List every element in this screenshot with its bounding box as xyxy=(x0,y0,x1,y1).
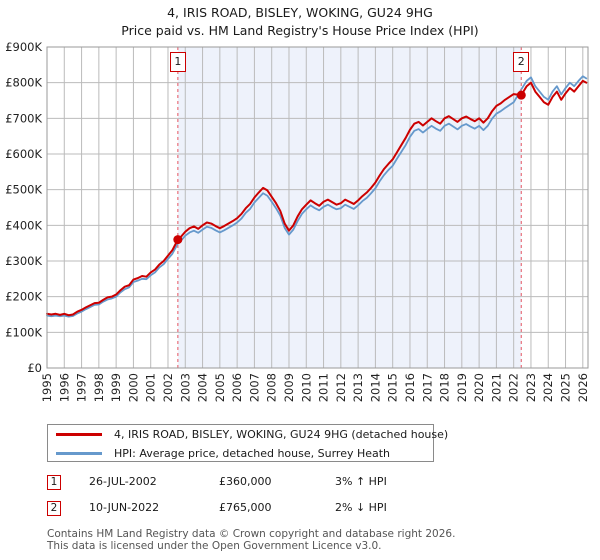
y-axis-tick-label: £500K xyxy=(5,183,42,197)
x-axis-tick-label: 2017 xyxy=(420,373,434,402)
x-axis-tick-label: 2012 xyxy=(334,373,348,402)
chart-marker-1[interactable]: 1 xyxy=(169,52,186,72)
x-axis-tick-label: 2025 xyxy=(559,373,573,402)
x-axis-tick-label: 2003 xyxy=(178,373,192,402)
footer-attribution: Contains HM Land Registry data © Crown c… xyxy=(47,528,587,552)
x-axis-tick-label: 2021 xyxy=(489,373,503,402)
y-axis-tick-label: £800K xyxy=(5,76,42,90)
x-axis-tick-label: 2002 xyxy=(161,373,175,402)
x-axis-tick-label: 2019 xyxy=(455,373,469,402)
x-axis-tick-label: 2005 xyxy=(213,373,227,402)
data-point-2[interactable] xyxy=(516,90,526,100)
chart-legend: 4, IRIS ROAD, BISLEY, WOKING, GU24 9HG (… xyxy=(47,424,448,463)
series-line-hpi xyxy=(46,75,588,318)
y-axis-tick-label: £100K xyxy=(5,325,42,339)
x-axis-tick-label: 1997 xyxy=(75,373,89,402)
x-axis-tick-label: 1996 xyxy=(57,373,71,402)
y-axis-tick-label: £900K xyxy=(5,40,42,54)
transaction-price-1: £360,000 xyxy=(219,475,272,488)
x-axis-tick-label: 2023 xyxy=(524,373,538,402)
legend-swatch-hpi xyxy=(56,452,102,455)
legend-label-hpi: HPI: Average price, detached house, Surr… xyxy=(114,447,391,460)
x-axis-tick-label: 2013 xyxy=(351,373,365,402)
data-point-1[interactable] xyxy=(173,235,183,245)
page-title: 4, IRIS ROAD, BISLEY, WOKING, GU24 9HG P… xyxy=(0,4,600,40)
x-axis-tick-label: 2014 xyxy=(368,373,382,402)
transaction-badge-1[interactable]: 1 xyxy=(47,475,61,490)
y-axis-tick-label: £0 xyxy=(27,361,42,375)
x-axis-tick-label: 2008 xyxy=(265,373,279,402)
x-axis-tick-label: 1999 xyxy=(109,373,123,402)
transaction-badge-2[interactable]: 2 xyxy=(47,501,61,516)
x-axis-tick-label: 2018 xyxy=(438,373,452,402)
x-axis-tick-label: 2007 xyxy=(247,373,261,402)
chart-marker-2[interactable]: 2 xyxy=(513,52,530,72)
transaction-price-2: £765,000 xyxy=(219,501,272,514)
x-axis-tick-label: 1998 xyxy=(92,373,106,402)
y-axis-tick-label: £600K xyxy=(5,147,42,161)
title-line-1: 4, IRIS ROAD, BISLEY, WOKING, GU24 9HG xyxy=(167,5,433,20)
legend-swatch-price-paid xyxy=(56,433,102,436)
legend-item-price-paid: 4, IRIS ROAD, BISLEY, WOKING, GU24 9HG (… xyxy=(48,425,448,444)
transactions-table: 1 26-JUL-2002 £360,000 3% ↑ HPI 2 10-JUN… xyxy=(47,472,467,524)
y-axis-tick-label: £200K xyxy=(5,290,42,304)
footer-line-2: This data is licensed under the Open Gov… xyxy=(47,540,382,552)
series-line-price-paid xyxy=(46,79,588,317)
legend-item-hpi: HPI: Average price, detached house, Surr… xyxy=(48,444,433,463)
x-axis-tick-label: 2011 xyxy=(317,373,331,402)
transaction-date-2: 10-JUN-2022 xyxy=(89,501,160,514)
y-axis-tick-label: £400K xyxy=(5,218,42,232)
x-axis-tick-label: 2020 xyxy=(472,373,486,402)
x-axis-tick-label: 2000 xyxy=(126,373,140,402)
footer-line-1: Contains HM Land Registry data © Crown c… xyxy=(47,528,456,540)
transaction-hpi-delta-1: 3% ↑ HPI xyxy=(335,475,387,488)
legend-label-price-paid: 4, IRIS ROAD, BISLEY, WOKING, GU24 9HG (… xyxy=(114,428,449,441)
table-row: 1 26-JUL-2002 £360,000 3% ↑ HPI xyxy=(47,472,467,498)
x-axis-tick-label: 2026 xyxy=(576,373,590,402)
x-axis-tick-label: 2004 xyxy=(196,373,210,402)
plot-frame xyxy=(46,46,589,369)
x-axis-tick-label: 2001 xyxy=(144,373,158,402)
x-axis-tick-label: 2010 xyxy=(299,373,313,402)
x-axis-tick-label: 2006 xyxy=(230,373,244,402)
x-axis-tick-label: 2022 xyxy=(507,373,521,402)
transaction-hpi-delta-2: 2% ↓ HPI xyxy=(335,501,387,514)
x-axis-tick-label: 2015 xyxy=(386,373,400,402)
transaction-date-1: 26-JUL-2002 xyxy=(89,475,157,488)
y-axis-tick-label: £300K xyxy=(5,254,42,268)
x-axis-tick-label: 2016 xyxy=(403,373,417,402)
y-axis-tick-label: £700K xyxy=(5,111,42,125)
x-axis-tick-label: 1995 xyxy=(40,373,54,402)
title-line-2: Price paid vs. HM Land Registry's House … xyxy=(121,23,479,38)
price-history-chart: £0 £100K £200K £300K £400K £500K £600K £700K £80… xyxy=(5,40,590,402)
x-axis-tick-label: 2024 xyxy=(541,373,555,402)
x-axis-tick-label: 2009 xyxy=(282,373,296,402)
table-row: 2 10-JUN-2022 £765,000 2% ↓ HPI xyxy=(47,498,467,524)
